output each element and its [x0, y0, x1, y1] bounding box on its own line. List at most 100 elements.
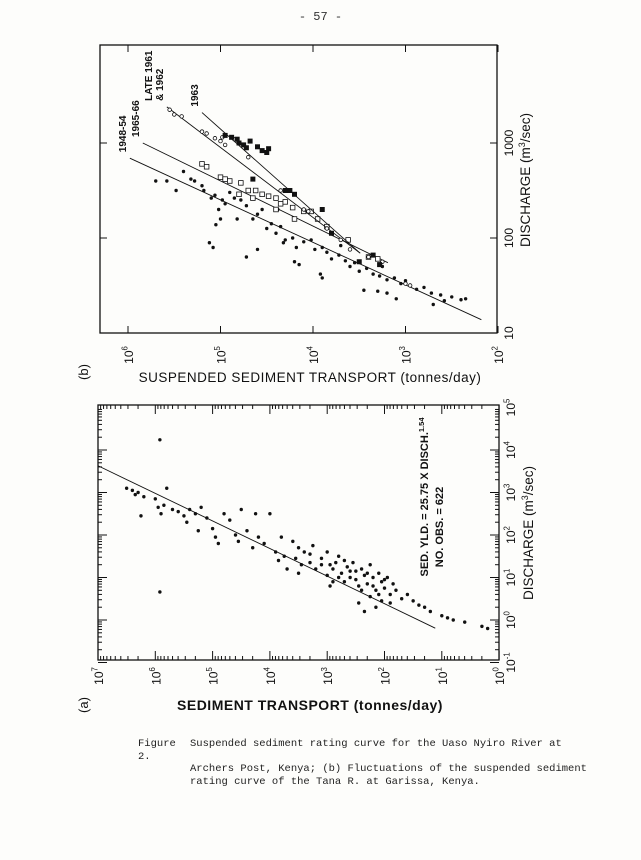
- data-point: [356, 259, 362, 265]
- data-point: [181, 169, 186, 174]
- data-point: [205, 516, 209, 520]
- data-point: [250, 195, 256, 201]
- series-label: 1948-54: [118, 115, 129, 152]
- x-tick-label: 101: [434, 667, 449, 685]
- data-point: [239, 198, 243, 202]
- data-point: [394, 588, 398, 592]
- data-point: [311, 543, 315, 548]
- data-point: [296, 546, 301, 550]
- data-point: [391, 582, 395, 586]
- data-point: [366, 254, 371, 260]
- data-point: [431, 302, 435, 307]
- data-point: [351, 560, 355, 565]
- data-point: [364, 266, 369, 271]
- x-tick-label: 105: [213, 345, 228, 363]
- y-tick-label: 105: [503, 398, 518, 416]
- data-point: [217, 174, 224, 180]
- data-point: [339, 243, 343, 248]
- data-point: [273, 550, 278, 554]
- data-point: [278, 188, 283, 193]
- data-point: [282, 188, 288, 193]
- data-point: [306, 209, 311, 214]
- data-point: [370, 252, 376, 258]
- caption-label: Figure 2.: [138, 738, 176, 763]
- data-point: [228, 518, 232, 522]
- data-point: [289, 204, 296, 211]
- y-axis-title: DISCHARGE (m3/sec): [520, 466, 536, 600]
- data-point: [185, 520, 189, 524]
- data-point: [313, 247, 317, 252]
- data-point: [222, 142, 228, 148]
- data-point: [459, 298, 463, 302]
- data-point: [485, 626, 490, 631]
- data-point: [124, 486, 129, 490]
- data-point: [385, 291, 389, 295]
- x-tick-label: 106: [121, 346, 136, 364]
- data-point: [158, 590, 162, 594]
- data-point: [308, 552, 312, 556]
- data-point: [336, 575, 341, 580]
- data-point: [292, 191, 297, 197]
- data-point: [320, 245, 324, 250]
- data-point: [252, 187, 259, 194]
- data-point: [399, 597, 404, 601]
- data-point: [213, 535, 218, 539]
- data-point: [348, 569, 352, 573]
- data-point: [422, 605, 427, 609]
- y-tick-label: 104: [503, 440, 518, 458]
- data-point: [371, 584, 375, 588]
- data-point: [301, 207, 306, 212]
- data-point: [329, 257, 334, 261]
- data-point: [399, 281, 403, 286]
- y-tick-label: 10-1: [503, 652, 518, 672]
- data-point: [371, 272, 375, 276]
- data-point: [359, 588, 364, 592]
- data-point: [290, 236, 295, 240]
- data-point: [296, 571, 301, 575]
- data-point: [269, 222, 274, 226]
- panel-label: (b): [76, 364, 91, 380]
- data-point: [331, 567, 335, 571]
- data-point: [325, 250, 329, 254]
- data-point: [260, 207, 264, 212]
- data-point: [192, 179, 197, 183]
- data-point: [308, 560, 312, 565]
- data-point: [256, 535, 261, 539]
- data-point: [463, 620, 467, 624]
- data-point: [375, 256, 381, 262]
- y-tick-label: 1000: [502, 129, 516, 156]
- data-point: [368, 594, 372, 599]
- data-point: [325, 573, 329, 578]
- data-point: [342, 558, 347, 563]
- data-point: [450, 295, 454, 299]
- data-point: [345, 565, 349, 569]
- data-point: [179, 114, 184, 119]
- data-point: [222, 176, 228, 182]
- data-point: [255, 144, 260, 150]
- data-point: [407, 283, 413, 288]
- plot-frame: [99, 44, 498, 334]
- data-point: [244, 204, 249, 208]
- data-point: [229, 134, 235, 140]
- data-point: [376, 289, 380, 293]
- data-point: [343, 259, 348, 263]
- data-point: [352, 261, 357, 265]
- data-point: [362, 288, 366, 292]
- data-point: [359, 567, 364, 571]
- series-label: 1963: [190, 84, 201, 107]
- data-point: [328, 584, 332, 588]
- data-point: [216, 541, 221, 546]
- y-tick-label: 101: [503, 569, 518, 587]
- data-point: [220, 198, 225, 202]
- data-point: [211, 245, 215, 250]
- data-point: [218, 138, 223, 144]
- data-point: [382, 577, 387, 582]
- data-point: [377, 592, 381, 597]
- data-point: [442, 299, 447, 303]
- data-point: [222, 132, 228, 138]
- data-point: [153, 497, 157, 501]
- x-tick-label: 107: [91, 667, 106, 685]
- data-point: [162, 503, 166, 507]
- data-point: [374, 605, 378, 609]
